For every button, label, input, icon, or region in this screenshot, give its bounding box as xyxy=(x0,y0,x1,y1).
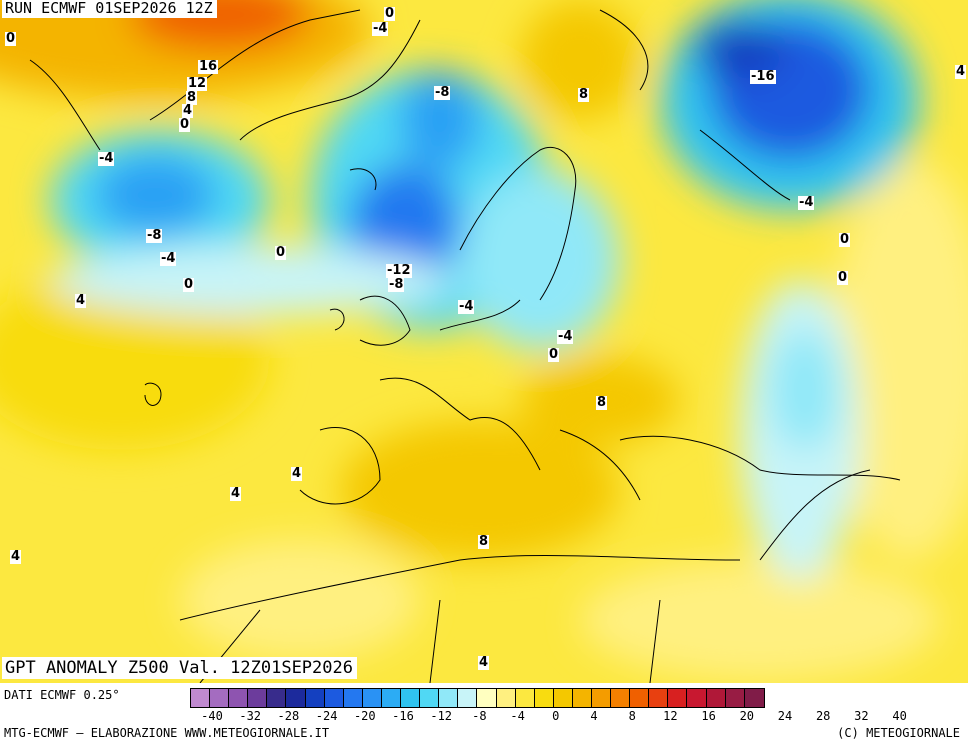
anomaly-map: RUN ECMWF 01SEP2026 12Z 0 -4 0 16 12 8 4… xyxy=(0,0,968,683)
color-scale-cell xyxy=(248,689,268,707)
color-scale-tick: 12 xyxy=(663,709,678,723)
contour-label: -8 xyxy=(388,277,405,292)
color-scale-cell xyxy=(458,689,478,707)
contour-label: 12 xyxy=(187,76,208,91)
contour-label: -4 xyxy=(160,251,177,266)
color-scale-tick: 20 xyxy=(739,709,755,723)
color-scale-tick: -20 xyxy=(353,709,376,723)
contour-label: 0 xyxy=(179,117,191,132)
contour-label: -4 xyxy=(458,299,475,314)
color-scale-tick: -16 xyxy=(392,709,414,723)
color-scale-tick: 24 xyxy=(777,709,793,723)
contour-label: 0 xyxy=(837,270,849,285)
contour-label: 4 xyxy=(75,293,87,308)
contour-label: 4 xyxy=(478,655,490,670)
footer-copyright: (C) METEOGIORNALE xyxy=(837,726,960,740)
contour-label: -16 xyxy=(750,69,776,84)
contour-label: 0 xyxy=(548,347,560,362)
color-scale-cell xyxy=(553,689,573,707)
color-scale-tick: 4 xyxy=(590,709,598,723)
color-scale-tick: 40 xyxy=(892,709,907,723)
contour-label: 0 xyxy=(275,245,287,260)
contour-label: 4 xyxy=(230,486,242,501)
color-scale-tick: -8 xyxy=(472,709,487,723)
contour-label: 4 xyxy=(955,64,967,79)
color-scale-cell xyxy=(649,689,669,707)
contour-label: -8 xyxy=(146,228,163,243)
contour-label: 4 xyxy=(182,103,194,118)
contour-label: -4 xyxy=(372,21,389,36)
color-scale-bar xyxy=(190,688,765,708)
color-scale-tick: -24 xyxy=(315,709,338,723)
color-scale-tick: 28 xyxy=(815,709,831,723)
contour-label: 0 xyxy=(384,6,396,21)
color-scale-cell xyxy=(401,689,421,707)
contour-label: -4 xyxy=(798,195,815,210)
color-scale-tick: -4 xyxy=(510,709,525,723)
color-scale-tick: -40 xyxy=(201,709,223,723)
coastlines xyxy=(29,9,901,683)
color-scale-cell xyxy=(362,689,382,707)
color-scale-cell xyxy=(611,689,631,707)
color-scale-cell xyxy=(439,689,459,707)
color-scale-cell xyxy=(286,689,306,707)
color-scale-cell xyxy=(515,689,535,707)
color-scale-cell xyxy=(706,689,726,707)
color-scale-tick: -28 xyxy=(277,709,300,723)
color-scale-cell xyxy=(324,689,344,707)
anomaly-field xyxy=(0,0,968,680)
contour-label: 0 xyxy=(5,31,17,46)
contour-label: 0 xyxy=(183,277,195,292)
contour-label: 8 xyxy=(596,395,608,410)
color-scale-cell xyxy=(191,689,211,707)
color-scale-tick: 16 xyxy=(701,709,716,723)
contour-label: -4 xyxy=(98,151,115,166)
data-source: DATI ECMWF 0.25° xyxy=(4,688,120,702)
contour-label: -4 xyxy=(557,329,574,344)
color-scale-tick: 0 xyxy=(552,709,560,723)
color-scale-cell xyxy=(630,689,650,707)
contour-label: 8 xyxy=(578,87,590,102)
run-label: RUN ECMWF 01SEP2026 12Z xyxy=(2,0,217,18)
contour-label: 16 xyxy=(198,59,219,74)
contour-label: 4 xyxy=(10,549,22,564)
color-scale-cell xyxy=(534,689,554,707)
contour-label: 8 xyxy=(478,534,490,549)
map-canvas xyxy=(0,0,968,683)
footer-credit: MTG-ECMWF – ELABORAZIONE WWW.METEOGIORNA… xyxy=(4,726,330,740)
color-scale-cell xyxy=(496,689,516,707)
color-scale-cell xyxy=(343,689,363,707)
color-scale-cell xyxy=(305,689,325,707)
color-scale-cell xyxy=(687,689,707,707)
color-scale-tick: 32 xyxy=(854,709,869,723)
color-scale-cell xyxy=(420,689,440,707)
color-scale-cell xyxy=(744,689,764,707)
color-scale-tick: -32 xyxy=(239,709,262,723)
color-scale-cell xyxy=(591,689,612,707)
contour-label: -12 xyxy=(386,263,412,278)
color-scale-cell xyxy=(210,689,230,707)
contour-label: 0 xyxy=(839,232,851,247)
color-scale-tick: 8 xyxy=(628,709,636,723)
color-scale-cell xyxy=(267,689,287,707)
color-scale-cell xyxy=(668,689,688,707)
color-scale-tick: -12 xyxy=(430,709,453,723)
map-title: GPT ANOMALY Z500 Val. 12Z01SEP2026 xyxy=(2,657,357,679)
contour-label: 4 xyxy=(291,466,303,481)
color-scale-cell xyxy=(229,689,249,707)
contour-label: -8 xyxy=(434,85,451,100)
color-scale-cell xyxy=(477,689,497,707)
contour-label: 8 xyxy=(186,90,198,105)
color-scale-cell xyxy=(572,689,592,707)
color-scale-cell xyxy=(381,689,402,707)
color-scale-cell xyxy=(725,689,745,707)
